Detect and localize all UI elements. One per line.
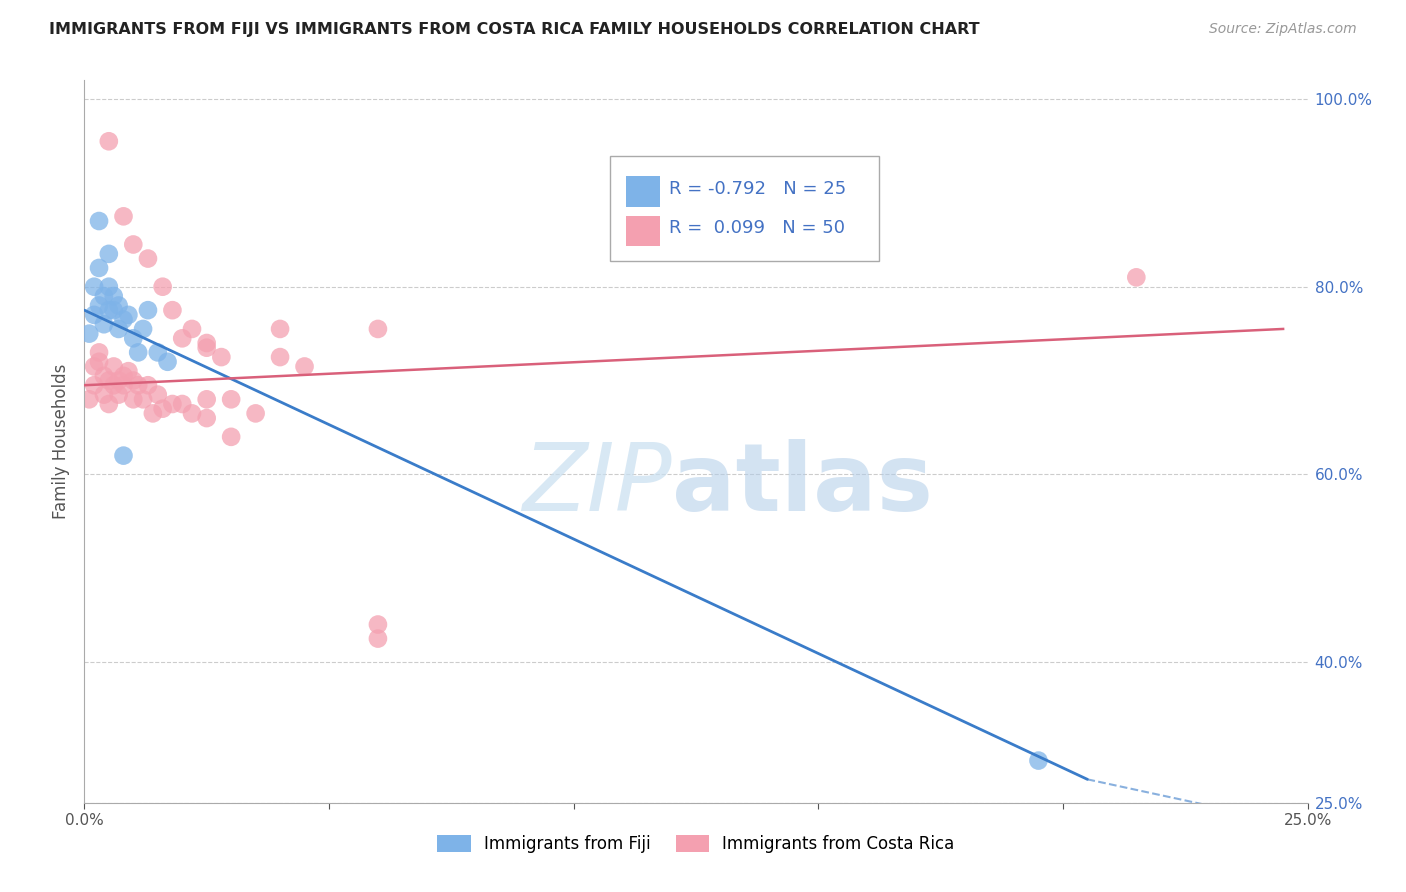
Point <box>142 406 165 420</box>
Point <box>127 345 149 359</box>
Text: Source: ZipAtlas.com: Source: ZipAtlas.com <box>1209 22 1357 37</box>
Point <box>181 406 204 420</box>
Point <box>219 392 242 407</box>
Legend: Immigrants from Fiji, Immigrants from Costa Rica: Immigrants from Fiji, Immigrants from Co… <box>430 828 962 860</box>
Point <box>136 252 159 266</box>
Point <box>87 214 110 228</box>
Point <box>269 322 291 336</box>
Point <box>83 359 105 374</box>
Point <box>112 449 135 463</box>
Point <box>83 308 105 322</box>
Point <box>1125 270 1147 285</box>
Point <box>97 374 120 388</box>
Point <box>219 430 242 444</box>
Point <box>93 387 115 401</box>
Point <box>132 392 155 407</box>
Point <box>245 406 267 420</box>
Point <box>112 378 135 392</box>
Point <box>97 247 120 261</box>
Point <box>107 374 129 388</box>
Point <box>107 298 129 312</box>
Text: atlas: atlas <box>672 439 932 531</box>
Point <box>93 289 115 303</box>
Point <box>152 279 174 293</box>
Point <box>87 298 110 312</box>
Point <box>103 378 125 392</box>
Point <box>132 322 155 336</box>
FancyBboxPatch shape <box>610 156 880 260</box>
Point <box>367 322 389 336</box>
Point <box>93 368 115 383</box>
Point <box>172 331 194 345</box>
Point <box>117 308 139 322</box>
Point <box>97 279 120 293</box>
Point <box>367 632 389 646</box>
Point <box>122 237 145 252</box>
Point <box>112 368 135 383</box>
Text: ZIP: ZIP <box>522 440 672 531</box>
Point <box>146 345 169 359</box>
Point <box>181 322 204 336</box>
Point <box>136 378 159 392</box>
Point <box>112 210 135 224</box>
Point <box>97 303 120 318</box>
Point <box>195 411 218 425</box>
Point <box>122 392 145 407</box>
Point <box>195 392 218 407</box>
FancyBboxPatch shape <box>626 177 661 207</box>
Point <box>103 303 125 318</box>
Point <box>87 345 110 359</box>
Point <box>83 279 105 293</box>
Point <box>83 378 105 392</box>
Text: IMMIGRANTS FROM FIJI VS IMMIGRANTS FROM COSTA RICA FAMILY HOUSEHOLDS CORRELATION: IMMIGRANTS FROM FIJI VS IMMIGRANTS FROM … <box>49 22 980 37</box>
Point <box>367 617 389 632</box>
Point <box>127 378 149 392</box>
Point <box>156 355 179 369</box>
Point <box>97 134 120 148</box>
Point <box>146 387 169 401</box>
Point <box>195 341 218 355</box>
Point <box>269 350 291 364</box>
Point <box>77 326 100 341</box>
Point <box>1028 754 1050 768</box>
Point <box>209 350 232 364</box>
FancyBboxPatch shape <box>626 216 661 246</box>
Text: R = -0.792   N = 25: R = -0.792 N = 25 <box>669 179 846 198</box>
Point <box>103 289 125 303</box>
Point <box>107 387 129 401</box>
Point <box>107 322 129 336</box>
Point <box>152 401 174 416</box>
Point <box>97 397 120 411</box>
Point <box>122 374 145 388</box>
Point <box>294 359 316 374</box>
Y-axis label: Family Households: Family Households <box>52 364 70 519</box>
Point <box>172 397 194 411</box>
Point <box>77 392 100 407</box>
Point <box>162 303 184 318</box>
Point <box>103 359 125 374</box>
Point <box>87 355 110 369</box>
Point <box>93 318 115 332</box>
Point <box>122 331 145 345</box>
Point <box>117 364 139 378</box>
Point <box>136 303 159 318</box>
Text: R =  0.099   N = 50: R = 0.099 N = 50 <box>669 219 845 237</box>
Point <box>112 312 135 326</box>
Point <box>87 260 110 275</box>
Point <box>195 336 218 351</box>
Point <box>162 397 184 411</box>
